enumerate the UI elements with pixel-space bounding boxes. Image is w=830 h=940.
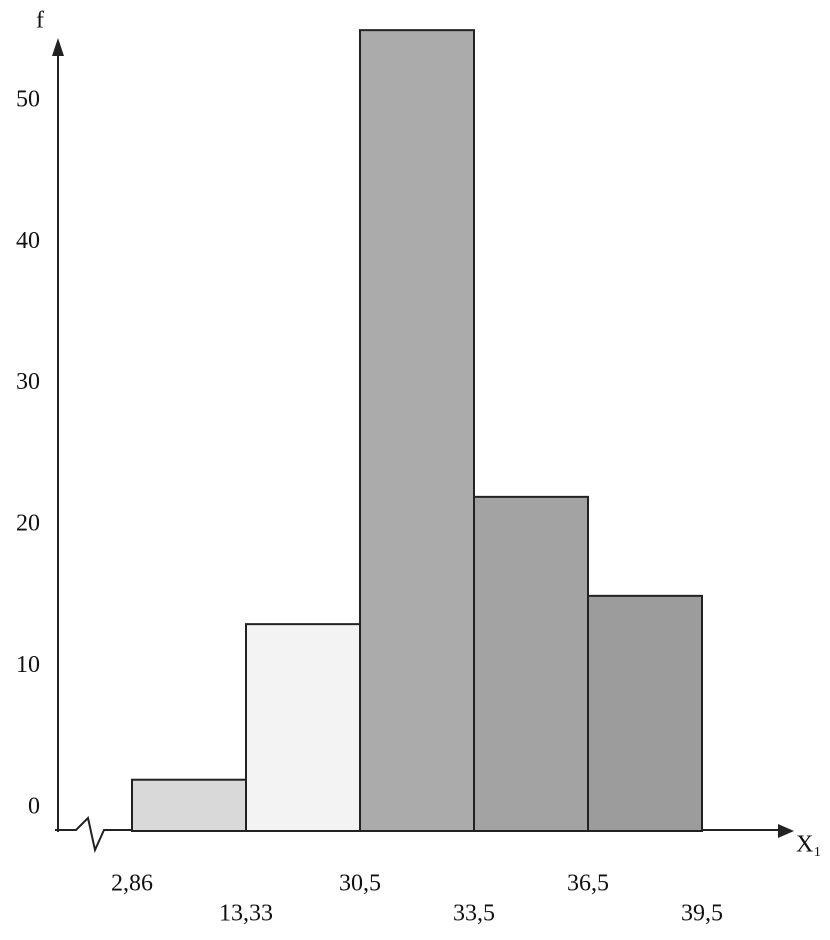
y-axis-label: f <box>36 8 44 34</box>
x-tick-label: 33,5 <box>453 901 495 927</box>
x-axis-label: X₁ <box>796 832 822 858</box>
y-tick-label: 50 <box>16 86 40 112</box>
x-tick-label: 2,86 <box>111 871 153 897</box>
x-tick-label: 13,33 <box>219 901 273 927</box>
y-tick-label: 40 <box>16 228 40 254</box>
bar <box>131 778 247 833</box>
bar <box>587 594 703 832</box>
x-tick-label: 30,5 <box>339 871 381 897</box>
y-arrow <box>52 38 64 56</box>
y-tick-label: 20 <box>16 511 40 537</box>
x-tick-label: 39,5 <box>681 901 723 927</box>
x-tick-label: 36,5 <box>567 871 609 897</box>
bar <box>245 623 361 833</box>
bar <box>473 495 589 832</box>
bar <box>359 29 475 832</box>
y-tick-label: 30 <box>16 369 40 395</box>
y-tick-label: 10 <box>16 652 40 678</box>
x-arrow <box>778 824 794 838</box>
y-tick-label: 0 <box>28 794 40 820</box>
